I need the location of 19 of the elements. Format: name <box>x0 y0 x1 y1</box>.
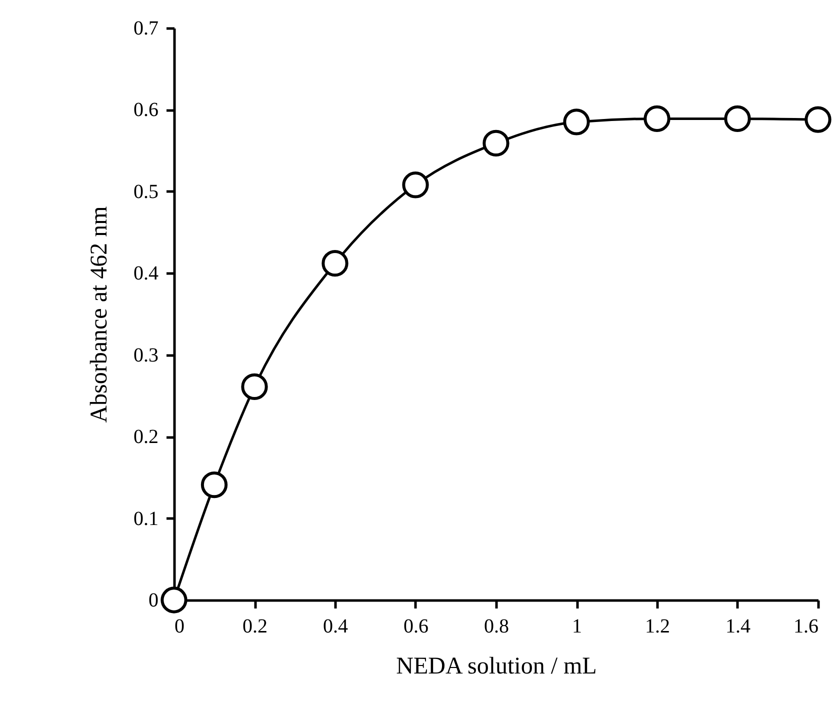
x-tick-label: 0.8 <box>484 616 509 638</box>
y-axis-title: Absorbance at 462 nm <box>86 206 112 423</box>
y-tick-label: 0.7 <box>134 18 158 40</box>
x-tick-label: 0.2 <box>242 616 268 638</box>
x-tick-label: 1.2 <box>645 616 670 638</box>
y-tick-label: 0.4 <box>134 262 158 285</box>
x-tick-label: 1.6 <box>794 616 818 638</box>
x-tick-label: 0.6 <box>404 616 428 638</box>
x-axis-title: NEDA solution / mL <box>396 654 597 680</box>
y-tick-label: 0 <box>148 590 158 612</box>
x-tick-label: 0.4 <box>323 616 348 638</box>
y-tick-label: 0.6 <box>134 99 158 122</box>
x-tick-label: 1 <box>572 616 582 638</box>
y-tick-label: 0.2 <box>134 426 158 448</box>
y-tick-label: 0.3 <box>134 344 158 366</box>
x-tick-label: 1.4 <box>726 616 750 638</box>
y-tick-label: 0.5 <box>134 180 158 203</box>
y-tick-label: 0.1 <box>134 508 158 530</box>
x-tick-label: 0 <box>174 616 184 638</box>
